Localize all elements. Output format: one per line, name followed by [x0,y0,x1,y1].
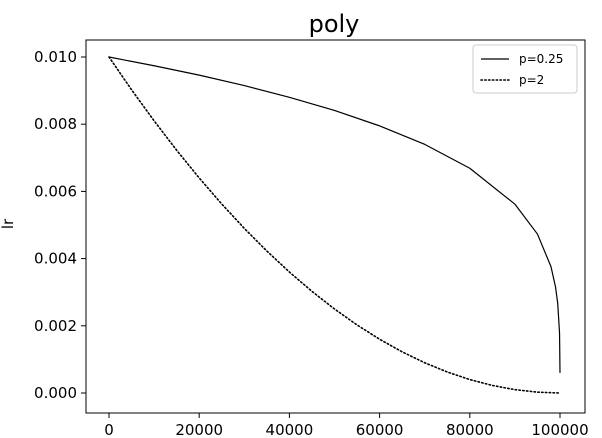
series-line-2 [108,56,561,394]
y-tick-label: 0.002 [34,317,77,335]
plot-frame [85,39,586,414]
y-tick-label: 0.000 [34,384,77,402]
y-tick-label: 0.008 [34,115,77,133]
x-tick-label: 0 [104,421,114,438]
x-tick-label: 60000 [356,421,404,438]
plot-area: 0 20000 40000 60000 80000 100000 0.000 0.002 0.0… [34,39,589,438]
x-tick-label: 80000 [446,421,494,438]
legend: p=0.25 p=2 [472,44,578,94]
x-tick-label: 100000 [531,421,588,438]
series-line-1 [108,56,561,373]
y-tick-label: 0.006 [34,182,77,200]
x-tick-label: 20000 [175,421,223,438]
y-tick-label: 0.004 [34,250,77,268]
chart-title: poly [309,10,360,38]
legend-box [472,44,578,94]
y-tick-label: 0.010 [34,48,77,66]
x-tick-label: 40000 [266,421,314,438]
legend-label-2: p=2 [519,73,544,87]
y-axis-label: lr [0,218,17,229]
legend-label-1: p=0.25 [519,52,563,66]
